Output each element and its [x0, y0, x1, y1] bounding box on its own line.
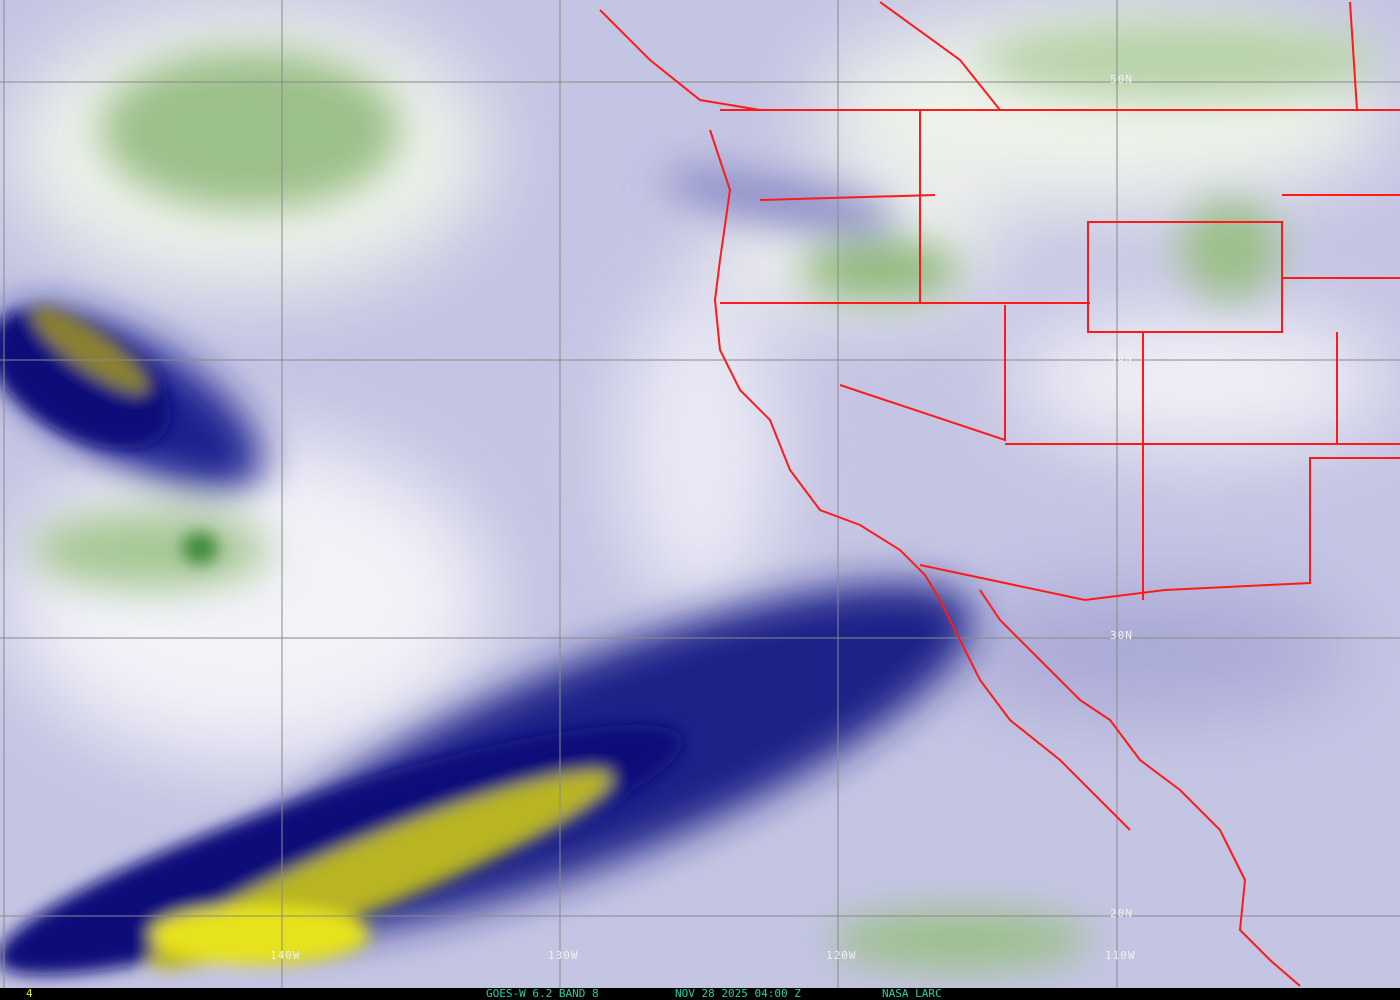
- lon-label-120w: 120W: [826, 949, 857, 962]
- frame-number: 4: [26, 987, 33, 1000]
- lon-label-130w: 130W: [548, 949, 579, 962]
- product-label: GOES-W 6.2 BAND 8: [486, 987, 599, 1000]
- lon-label-140w: 140W: [270, 949, 301, 962]
- lat-label-50n: 50N: [1110, 73, 1133, 86]
- timestamp: NOV 28 2025 04:00 Z: [675, 987, 801, 1000]
- source-label: NASA LARC: [882, 987, 942, 1000]
- caption-bar: 4 GOES-W 6.2 BAND 8 NOV 28 2025 04:00 Z …: [0, 988, 1400, 1000]
- lon-label-110w: 110W: [1105, 949, 1136, 962]
- lat-label-30n: 30N: [1110, 629, 1133, 642]
- lat-label-40n: 40N: [1110, 351, 1133, 364]
- political-borders: [599, 1, 1400, 987]
- lat-label-20n: 20N: [1110, 907, 1133, 920]
